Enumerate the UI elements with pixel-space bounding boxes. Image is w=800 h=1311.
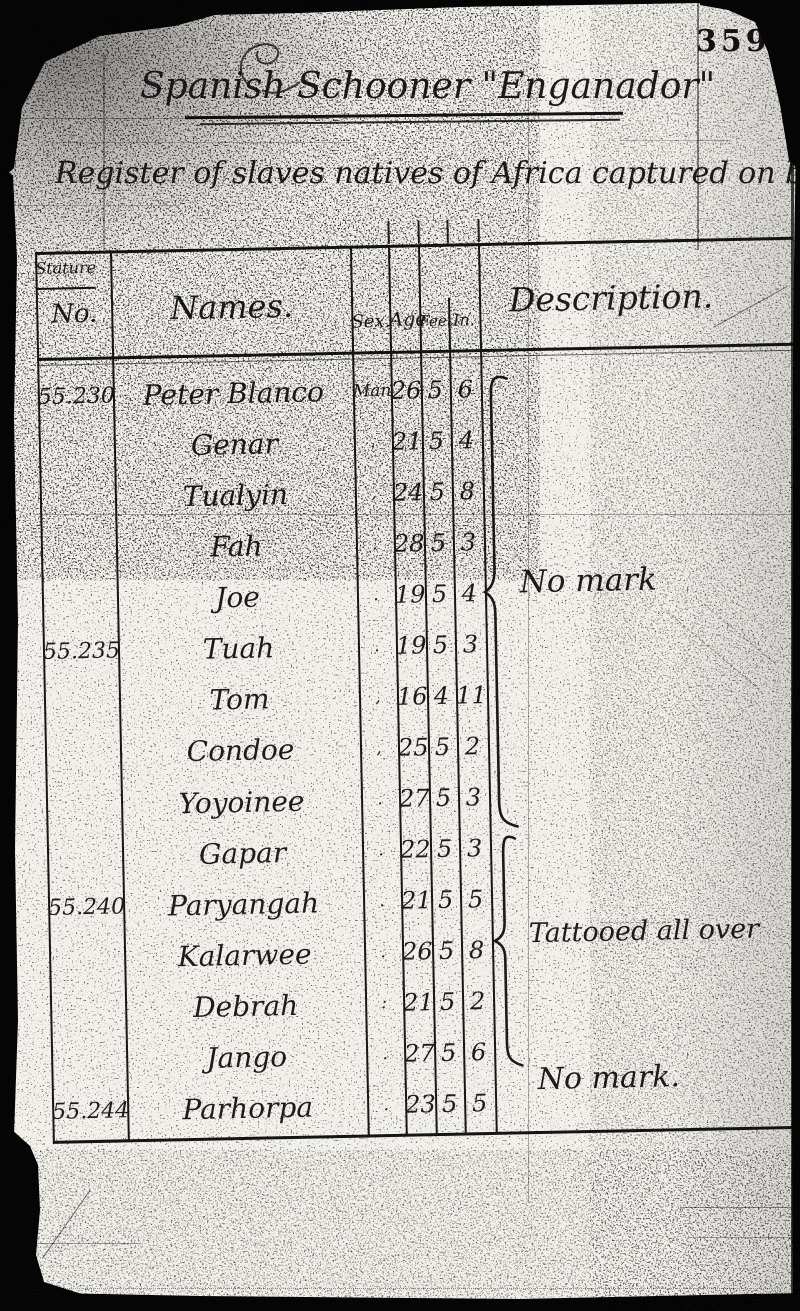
scan-border-bottom — [0, 1292, 800, 1311]
scan-border-right-patch — [794, 556, 800, 700]
scan-border-left — [0, 165, 18, 1140]
scan-border-top-right — [700, 0, 800, 172]
scan-border-bottom-left — [0, 1125, 110, 1302]
scan-border-top — [0, 0, 700, 19]
scan-border-top-left — [0, 0, 270, 180]
scan-border-right — [791, 150, 800, 1311]
